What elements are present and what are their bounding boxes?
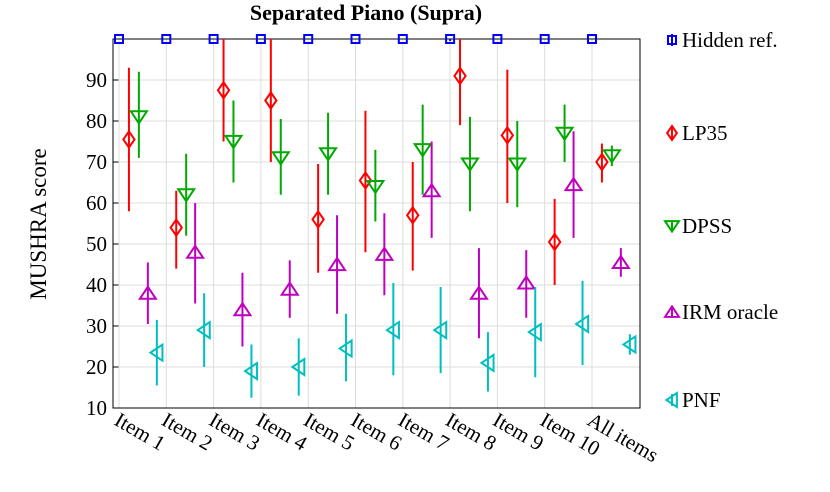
marker xyxy=(270,151,291,167)
chart-title: Separated Piano (Supra) xyxy=(250,0,482,25)
marker xyxy=(516,274,537,290)
y-tick-label: 40 xyxy=(86,273,107,297)
x-tick-label: Item 8 xyxy=(442,408,501,456)
x-tick-label: Item 7 xyxy=(394,408,453,456)
marker xyxy=(208,34,219,44)
y-tick-label: 30 xyxy=(86,314,107,338)
series xyxy=(122,39,609,285)
marker xyxy=(595,152,609,172)
y-tick-label: 80 xyxy=(86,109,107,133)
marker xyxy=(563,176,584,192)
marker xyxy=(327,256,347,272)
marker xyxy=(195,320,211,340)
marker xyxy=(500,125,515,146)
legend-label: DPSS xyxy=(682,214,732,238)
marker xyxy=(492,34,503,44)
x-tick-label: Item 9 xyxy=(489,408,548,456)
marker xyxy=(232,301,253,317)
marker xyxy=(279,280,300,296)
marker xyxy=(122,129,136,150)
marker xyxy=(318,147,338,163)
marker xyxy=(350,34,361,44)
marker xyxy=(460,157,480,173)
marker xyxy=(114,34,124,44)
marker xyxy=(397,34,408,44)
legend-marker xyxy=(665,124,679,142)
marker xyxy=(365,180,386,195)
marker xyxy=(148,342,164,363)
x-tick-label: Item 2 xyxy=(158,408,217,456)
series xyxy=(114,34,597,44)
y-axis-label: MUSHRA score xyxy=(26,148,51,299)
legend-marker xyxy=(667,35,677,45)
series xyxy=(148,280,637,398)
marker xyxy=(303,34,314,44)
y-tick-label: 20 xyxy=(86,355,107,379)
marker xyxy=(539,34,550,44)
marker xyxy=(587,34,597,44)
legend-label: IRM oracle xyxy=(682,300,778,324)
marker xyxy=(445,34,456,44)
marker xyxy=(185,243,206,259)
marker xyxy=(169,217,184,238)
marker xyxy=(290,357,306,377)
marker xyxy=(453,66,467,86)
marker xyxy=(574,314,590,334)
plot-frame xyxy=(112,38,641,409)
series xyxy=(137,131,631,347)
marker xyxy=(421,182,442,198)
x-tick-label: Item 6 xyxy=(347,408,406,456)
marker xyxy=(469,284,489,300)
marker xyxy=(554,126,575,142)
marker xyxy=(412,143,433,158)
marker xyxy=(432,320,448,340)
marker xyxy=(128,110,149,126)
marker xyxy=(621,334,637,355)
marker xyxy=(264,90,278,111)
y-tick-label: 60 xyxy=(86,191,107,215)
y-tick-label: 90 xyxy=(86,68,107,92)
marker xyxy=(337,338,353,359)
marker xyxy=(176,188,197,204)
marker xyxy=(610,254,631,270)
x-tick-label: Item 3 xyxy=(205,408,264,456)
y-tick-label: 70 xyxy=(86,150,107,174)
y-tick-label: 10 xyxy=(86,396,107,420)
marker xyxy=(527,322,542,343)
marker xyxy=(507,157,528,173)
legend-label: PNF xyxy=(682,388,721,412)
x-tick-label: Item 5 xyxy=(300,408,359,456)
marker xyxy=(374,246,395,261)
marker xyxy=(385,320,400,340)
marker xyxy=(405,205,420,226)
marker xyxy=(358,170,373,191)
marker xyxy=(255,34,266,44)
marker xyxy=(223,134,244,150)
marker xyxy=(137,284,158,300)
marker xyxy=(243,361,259,381)
marker xyxy=(479,353,495,373)
marker xyxy=(311,209,325,230)
legend-label: Hidden ref. xyxy=(682,28,778,52)
x-tick-label: Item 1 xyxy=(111,408,170,456)
x-tick-label: Item 4 xyxy=(252,408,311,456)
marker xyxy=(161,34,172,44)
legend-label: LP35 xyxy=(682,121,728,145)
marker xyxy=(601,149,622,165)
series xyxy=(128,71,622,236)
y-tick-label: 50 xyxy=(86,232,107,256)
marker xyxy=(547,232,562,252)
marker xyxy=(216,80,231,100)
